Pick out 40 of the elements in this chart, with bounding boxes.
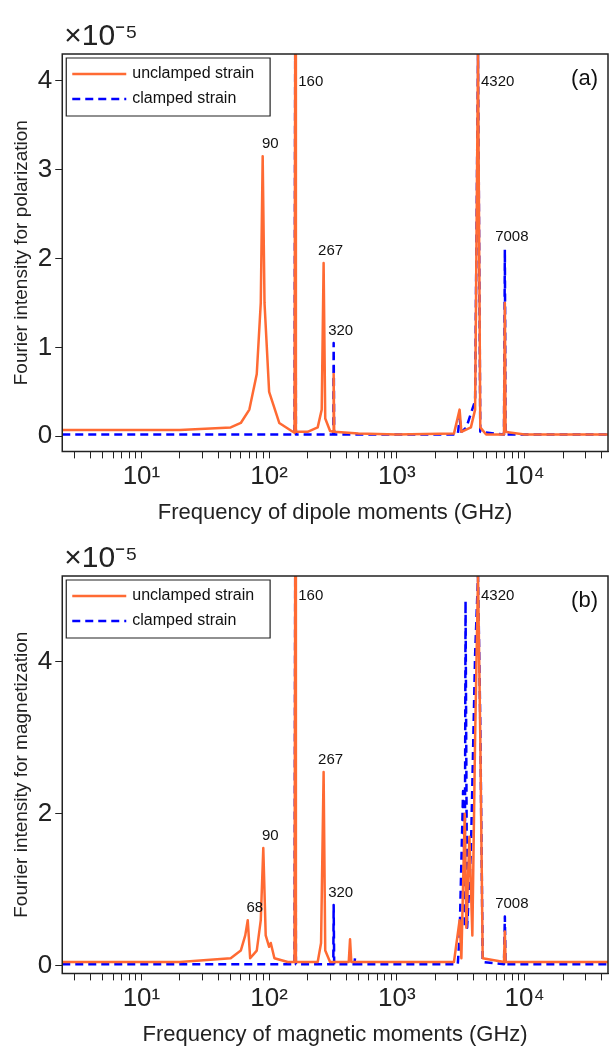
y-tick-label: 4 (37, 63, 53, 94)
y-axis-title: Fourier intensity for polarization (9, 120, 31, 386)
x-tick-label: 10⁴ (504, 982, 545, 1013)
y-tick-label: 0 (37, 419, 53, 450)
y-tick-label: 3 (37, 152, 53, 183)
x-tick-label: 10⁴ (504, 460, 545, 491)
text: ×10⁻⁵ (64, 18, 138, 52)
annotation: 90 (261, 825, 279, 843)
x-tick-label: 10³ (378, 982, 416, 1013)
x-axis-title: Frequency of dipole moments (GHz) (157, 498, 513, 524)
annotation: 160 (298, 71, 324, 89)
legend-label: clamped strain (132, 611, 237, 629)
annotation: 4320 (481, 586, 515, 604)
annotation: 90 (261, 133, 279, 151)
annotation: 267 (318, 749, 344, 767)
annotation: 7008 (495, 227, 529, 245)
y-axis-title: Fourier intensity for magnetization (9, 631, 31, 918)
y-tick-label: 2 (37, 797, 53, 827)
y-tick-label: 4 (37, 645, 53, 676)
x-tick-label: 10³ (378, 460, 416, 491)
x-axis-title: Frequency of magnetic moments (GHz) (142, 1020, 528, 1046)
x-tick-label: 10² (250, 460, 289, 491)
x-tick-label: 10² (250, 982, 289, 1013)
x-tick-label: 10¹ (122, 460, 161, 491)
annotation: 4320 (481, 71, 515, 89)
annotation: 320 (328, 882, 354, 900)
annotation: 320 (328, 320, 354, 338)
y-tick-label: 2 (37, 241, 53, 272)
y-tick-label: 0 (37, 948, 53, 979)
annotation: 267 (318, 240, 344, 258)
annotation: (a) (571, 65, 598, 91)
annotation: (b) (571, 587, 598, 613)
y-tick-label: 1 (37, 330, 53, 361)
annotation: 7008 (495, 894, 529, 912)
x-tick-label: 10¹ (122, 982, 161, 1013)
legend-label: unclamped strain (132, 586, 255, 604)
annotation: 160 (298, 586, 324, 604)
legend-label: unclamped strain (132, 64, 255, 82)
text: ×10⁻⁵ (64, 540, 138, 574)
legend-label: clamped strain (132, 89, 237, 107)
